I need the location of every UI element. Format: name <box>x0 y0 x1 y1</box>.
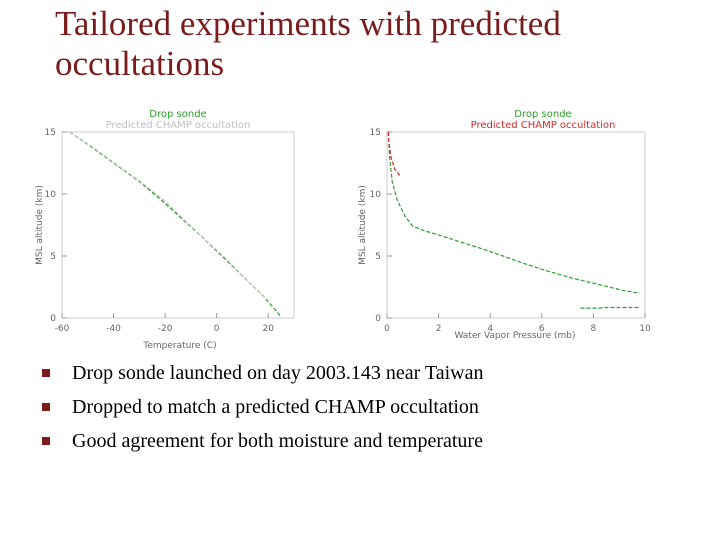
series-line <box>69 131 267 299</box>
y-tick-label: 5 <box>375 252 381 262</box>
temperature-x-ticks: -60 -40 -20 0 20 <box>55 313 274 334</box>
y-tick-label: 5 <box>50 252 56 262</box>
series-line <box>387 131 640 294</box>
x-tick-label: 6 <box>539 324 545 334</box>
square-bullet-icon <box>42 369 50 377</box>
water-vapor-series <box>387 131 640 309</box>
square-bullet-icon <box>42 403 50 411</box>
x-tick-label: -40 <box>106 324 121 334</box>
y-tick-label: 15 <box>370 128 381 138</box>
bullet-item: Drop sonde launched on day 2003.143 near… <box>42 356 483 390</box>
temperature-y-ticks: 0 5 10 15 <box>45 128 67 324</box>
x-tick-label: -60 <box>55 324 70 334</box>
x-tick-label: 20 <box>262 324 274 334</box>
y-tick-label: 0 <box>375 314 381 324</box>
bullet-list: Drop sonde launched on day 2003.143 near… <box>42 356 483 458</box>
bullet-item: Dropped to match a predicted CHAMP occul… <box>42 390 483 424</box>
x-tick-label: -20 <box>158 324 173 334</box>
bullet-item: Good agreement for both moisture and tem… <box>42 424 483 458</box>
y-tick-label: 10 <box>370 190 382 200</box>
temperature-x-axis-label: Temperature (C) <box>142 341 216 350</box>
water-vapor-plot: Drop sonde Predicted CHAMP occultation W… <box>358 109 651 341</box>
series-line <box>580 306 640 309</box>
bullet-text: Dropped to match a predicted CHAMP occul… <box>72 396 479 418</box>
bullet-text: Drop sonde launched on day 2003.143 near… <box>72 362 484 384</box>
x-tick-label: 8 <box>591 324 597 334</box>
temperature-series <box>69 131 282 318</box>
water-vapor-x-axis-label: Water Vapor Pressure (mb) <box>454 331 575 341</box>
water-vapor-y-axis-label: MSL altitude (km) <box>358 185 368 265</box>
slide-title: Tailored experiments with predicted occu… <box>55 4 561 83</box>
temperature-plot-frame <box>61 131 295 319</box>
x-tick-label: 4 <box>487 324 493 334</box>
x-tick-label: 0 <box>384 324 390 334</box>
y-tick-label: 0 <box>50 314 56 324</box>
x-tick-label: 2 <box>436 324 442 334</box>
series-line <box>69 131 282 318</box>
y-tick-label: 10 <box>45 190 57 200</box>
water-vapor-legend-label: Predicted CHAMP occultation <box>471 120 616 131</box>
y-tick-label: 15 <box>45 128 56 138</box>
figure-panel: Drop sonde Predicted CHAMP occultation T… <box>35 109 651 350</box>
bullet-text: Good agreement for both moisture and tem… <box>72 430 483 452</box>
x-tick-label: 10 <box>639 324 651 334</box>
x-tick-label: 0 <box>214 324 220 334</box>
water-vapor-legend-label: Drop sonde <box>514 109 571 120</box>
water-vapor-plot-frame <box>386 131 646 319</box>
temperature-legend-label: Drop sonde <box>149 109 206 120</box>
temperature-legend-label: Predicted CHAMP occultation <box>106 120 251 131</box>
square-bullet-icon <box>42 437 50 445</box>
temperature-y-axis-label: MSL altitude (km) <box>35 185 45 265</box>
water-vapor-x-ticks: 0 2 4 6 8 10 <box>384 313 651 334</box>
water-vapor-y-ticks: 0 5 10 15 <box>370 128 392 324</box>
series-line <box>387 131 401 176</box>
temperature-plot: Drop sonde Predicted CHAMP occultation T… <box>35 109 295 350</box>
